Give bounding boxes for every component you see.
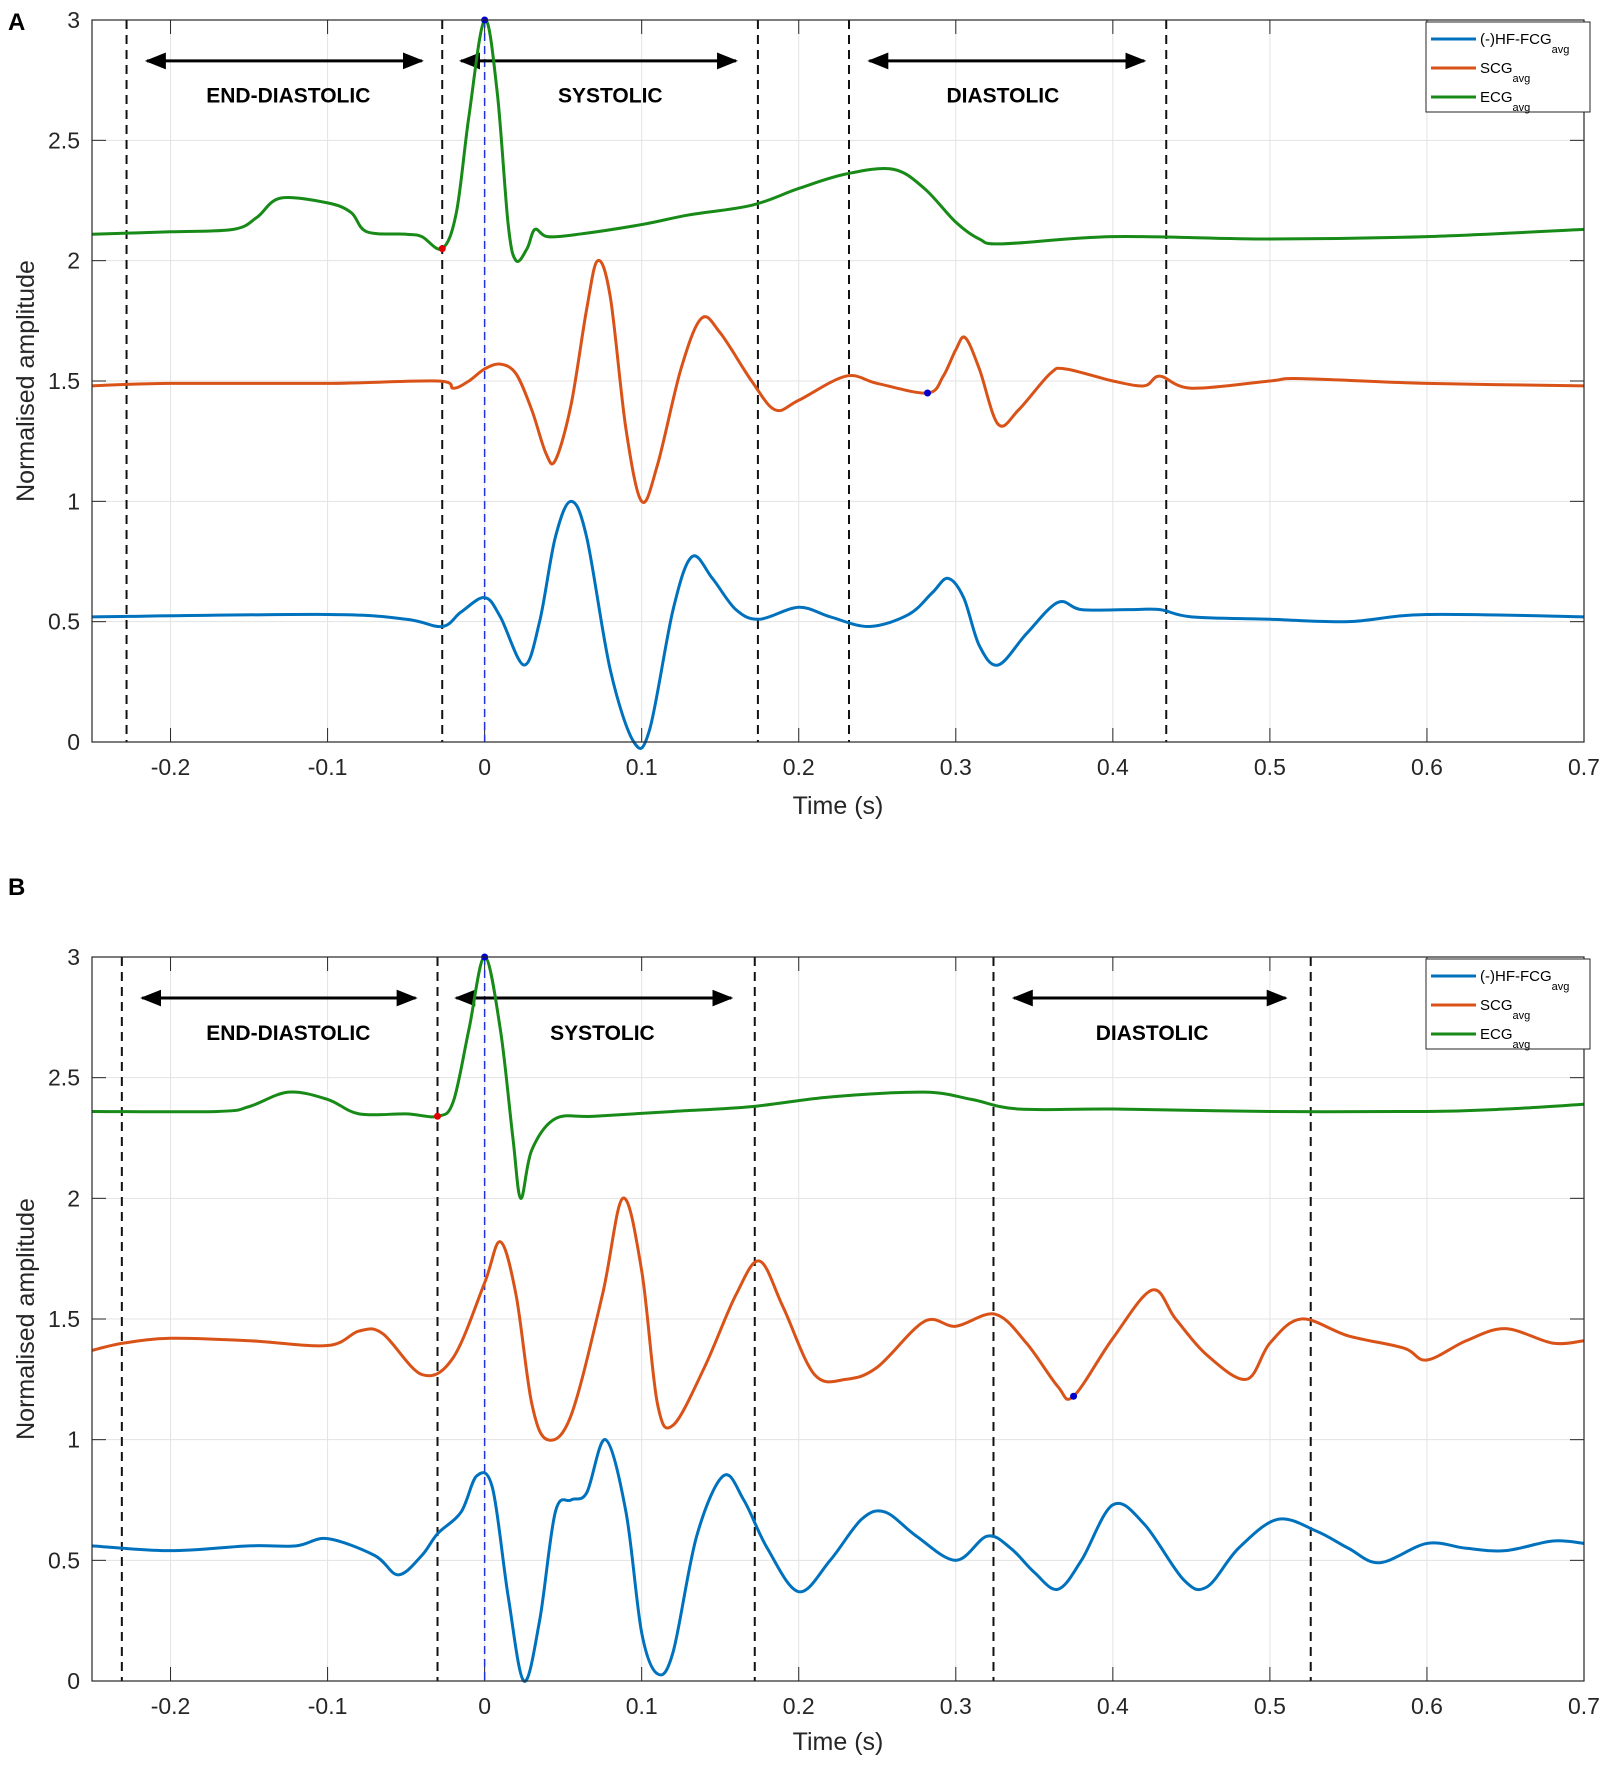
legend-label-subscript: avg [1552,981,1570,993]
y-tick-label: 3 [67,7,80,33]
x-tick-label: 0.2 [783,1693,815,1719]
series-line-hffcgavg [91,499,1585,750]
panel-b: B -0.2 -0.1 0 0.1 0.2 0.3 0.4 0.5 0.6 0.7 0 0.5 1 1.5 2… [8,874,1600,1756]
x-tick-label: 0 [478,1693,491,1719]
x-tick-label: 0.5 [1254,1693,1286,1719]
y-axis-label: Normalised amplitude [12,260,40,502]
series-line-ecgavg [91,18,1585,264]
y-tick-label: 1 [67,488,80,514]
panel-label: B [8,874,25,901]
x-axis-label: Time (s) [793,792,884,820]
x-tick-label: 0.7 [1568,754,1600,780]
y-tick-label: 1 [67,1427,80,1453]
series-line-scgavg [91,1196,1585,1442]
legend-label-subscript: avg [1513,102,1531,114]
region-label: DIASTOLIC [947,85,1060,108]
y-axis-label: Normalised amplitude [12,1198,40,1440]
x-tick-label: 0.1 [626,754,658,780]
x-tick-label: -0.1 [308,1693,348,1719]
axes-box [91,956,1585,1682]
x-axis-label: Time (s) [793,1728,884,1756]
x-tick-label: -0.1 [308,754,348,780]
x-tick-label: 0 [478,754,491,780]
y-tick-label: 0 [67,1668,80,1694]
legend-label-subscript: avg [1513,1039,1531,1051]
region-label: END-DIASTOLIC [206,1022,370,1045]
region-label: SYSTOLIC [558,85,663,108]
x-tick-label: 0.4 [1097,1693,1129,1719]
y-tick-label: 3 [67,944,80,970]
fiducial-marker [924,389,932,397]
region-label: DIASTOLIC [1096,1022,1209,1045]
y-tick-label: 1.5 [48,368,80,394]
legend-label-subscript: avg [1513,73,1531,85]
y-tick-label: 1.5 [48,1306,80,1332]
x-tick-label: 0.7 [1568,1693,1600,1719]
x-tick-label: 0.1 [626,1693,658,1719]
y-tick-label: 2 [67,1185,80,1211]
y-tick-label: 0 [67,729,80,755]
fiducial-marker [1070,1392,1078,1400]
x-tick-label: 0.6 [1411,1693,1443,1719]
x-tick-label: 0.2 [783,754,815,780]
y-tick-label: 2.5 [48,1065,80,1091]
series-line-ecgavg [91,955,1585,1200]
x-tick-label: 0.5 [1254,754,1286,780]
y-tick-label: 2.5 [48,127,80,153]
y-tick-label: 0.5 [48,609,80,635]
fiducial-marker [434,1112,442,1120]
x-tick-label: -0.2 [151,754,191,780]
x-tick-label: 0.6 [1411,754,1443,780]
panel-label: A [8,9,25,36]
axes-box [91,19,1585,743]
x-tick-label: -0.2 [151,1693,191,1719]
y-tick-label: 0.5 [48,1547,80,1573]
fiducial-marker [438,245,446,253]
y-tick-label: 2 [67,248,80,274]
x-tick-label: 0.3 [940,1693,972,1719]
x-tick-label: 0.4 [1097,754,1129,780]
region-label: END-DIASTOLIC [206,85,370,108]
series-line-scgavg [91,258,1585,504]
series-line-hffcgavg [91,1438,1585,1683]
panel-a: A -0.2 -0.1 0 0.1 0.2 0.3 0.4 0.5 0.6 0.7 0 0.5 1 1.5 2… [8,7,1600,820]
legend-label-subscript: avg [1552,44,1570,56]
x-tick-label: 0.3 [940,754,972,780]
region-label: SYSTOLIC [550,1022,655,1045]
legend-label-subscript: avg [1513,1010,1531,1022]
